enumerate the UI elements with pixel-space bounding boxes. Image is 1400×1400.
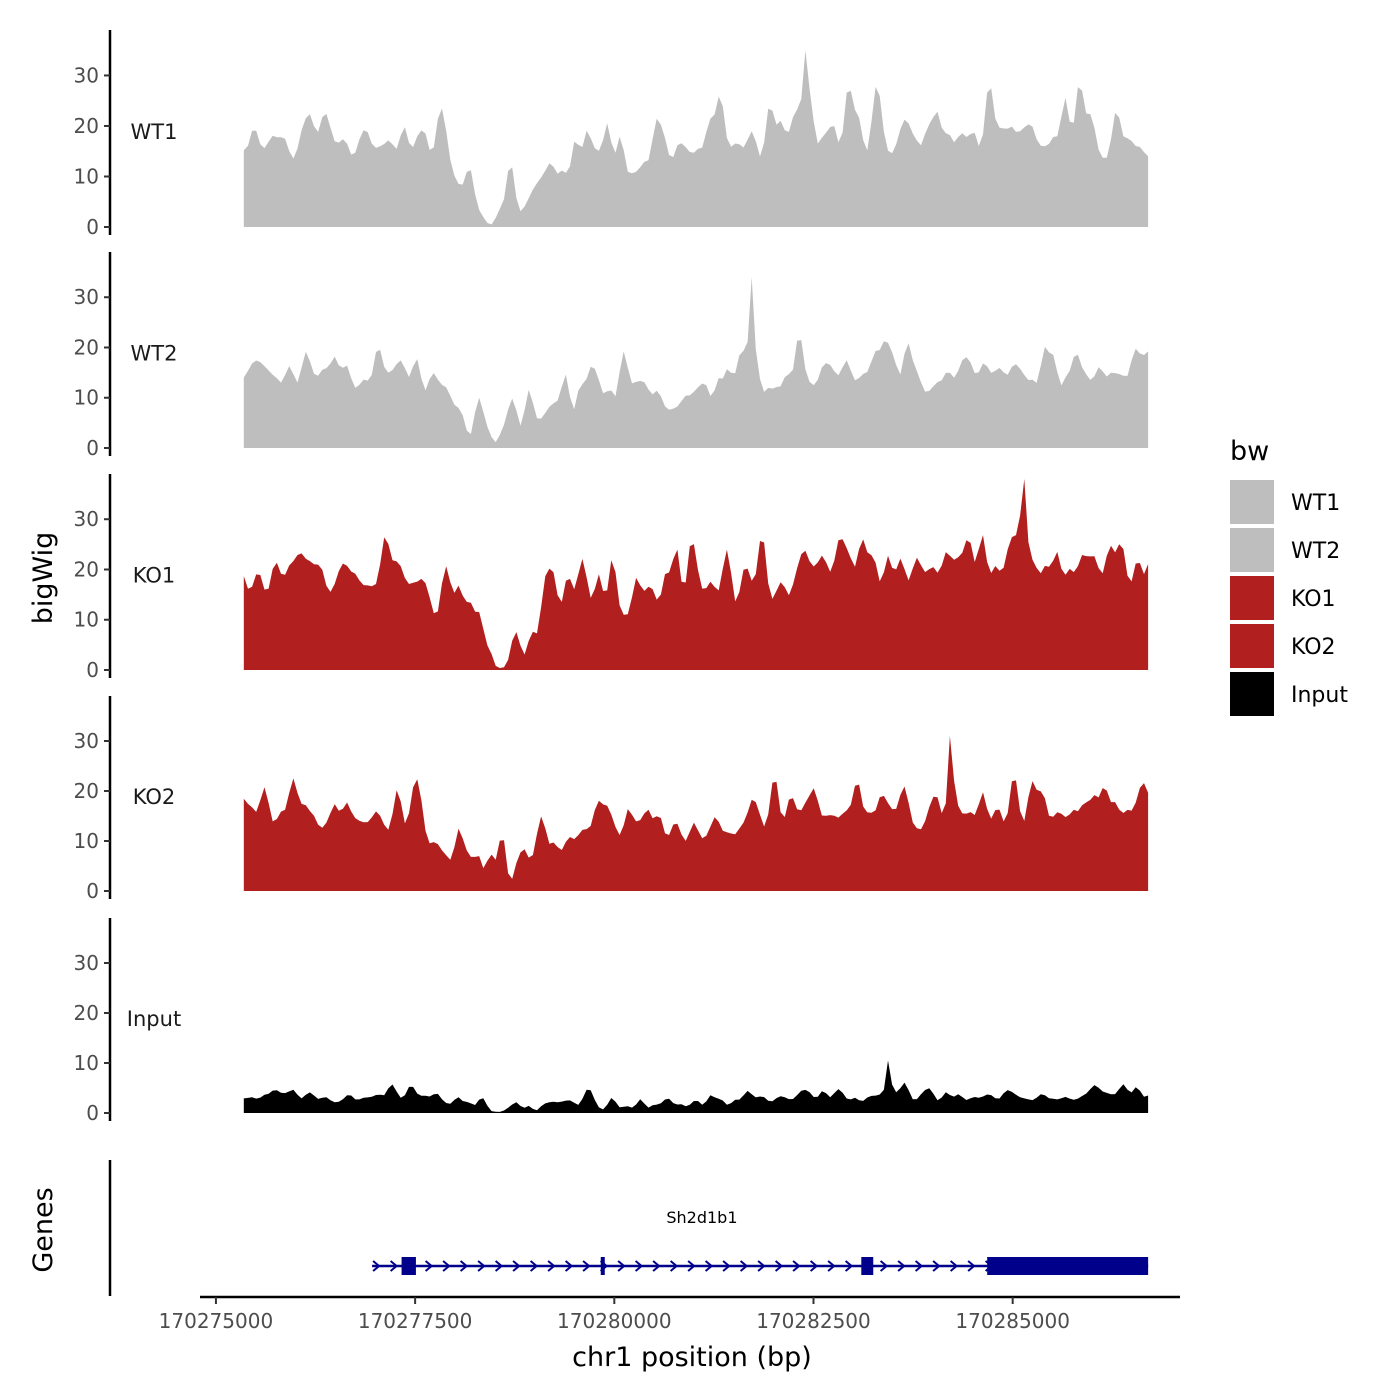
y-tick-label: 10 bbox=[74, 386, 99, 410]
area-ko1 bbox=[243, 479, 1149, 670]
area-wt2 bbox=[243, 277, 1149, 448]
y-tick-label: 30 bbox=[74, 729, 99, 753]
y-tick-label: 30 bbox=[74, 63, 99, 87]
genes-panel: Genes Sh2d1b1 bbox=[28, 1160, 1149, 1296]
legend-swatch-input bbox=[1230, 672, 1274, 716]
strand-arrow bbox=[704, 1260, 714, 1272]
x-tick-label: 170277500 bbox=[358, 1309, 473, 1333]
y-tick-label: 30 bbox=[74, 951, 99, 975]
track-label-wt1: WT1 bbox=[131, 120, 178, 144]
x-tick-label: 170282500 bbox=[756, 1309, 871, 1333]
strand-arrow bbox=[634, 1260, 644, 1272]
y-tick-label: 0 bbox=[86, 436, 99, 460]
legend-swatch-ko1 bbox=[1230, 576, 1274, 620]
strand-arrow bbox=[967, 1260, 976, 1272]
y-tick-label: 20 bbox=[74, 779, 99, 803]
strand-arrow bbox=[827, 1260, 836, 1272]
strand-arrow bbox=[389, 1260, 399, 1272]
strand-arrow bbox=[932, 1260, 941, 1272]
strand-arrow bbox=[669, 1260, 679, 1272]
bigwig-tracks: 0 10 20 30 WT1 0 10 20 30 WT2 0 10 20 30 KO1 0 10 20 30 KO2… bbox=[74, 30, 1149, 1125]
track-label-input: Input bbox=[127, 1007, 181, 1031]
track-label-ko1: KO1 bbox=[133, 563, 176, 587]
strand-arrow bbox=[809, 1260, 819, 1272]
y-tick-label: 10 bbox=[74, 1051, 99, 1075]
y-tick-label: 20 bbox=[74, 557, 99, 581]
strand-arrow bbox=[914, 1260, 924, 1272]
track-ko1: 0 10 20 30 KO1 bbox=[74, 474, 1149, 682]
y-tick-label: 10 bbox=[74, 829, 99, 853]
strand-arrow bbox=[897, 1260, 906, 1272]
x-axis-title: chr1 position (bp) bbox=[572, 1342, 812, 1373]
x-axis: 170275000 170277500 170280000 170282500 1702… bbox=[159, 1295, 1180, 1333]
legend-swatch-wt1 bbox=[1230, 480, 1274, 524]
strand-arrow bbox=[494, 1260, 504, 1272]
strand-arrow bbox=[757, 1260, 766, 1272]
track-ko2: 0 10 20 30 KO2 bbox=[74, 696, 1149, 903]
area-wt1 bbox=[243, 50, 1149, 228]
strand-arrow bbox=[582, 1260, 591, 1272]
x-tick-label: 170275000 bbox=[159, 1309, 274, 1333]
strand-arrow bbox=[617, 1260, 626, 1272]
track-wt1: 0 10 20 30 WT1 bbox=[74, 30, 1149, 239]
y-tick-label: 0 bbox=[86, 658, 99, 682]
strand-arrow bbox=[722, 1260, 731, 1272]
legend-title: bw bbox=[1230, 436, 1269, 467]
track-label-wt2: WT2 bbox=[131, 341, 178, 365]
strand-arrow bbox=[529, 1260, 539, 1272]
strand-arrow bbox=[739, 1260, 749, 1272]
legend-label-wt1: WT1 bbox=[1291, 491, 1340, 516]
legend-label-ko1: KO1 bbox=[1291, 587, 1336, 612]
strand-arrow bbox=[652, 1260, 661, 1272]
area-input bbox=[243, 1060, 1149, 1113]
gene-name: Sh2d1b1 bbox=[666, 1208, 737, 1227]
y-tick-label: 30 bbox=[74, 507, 99, 531]
strand-arrow bbox=[424, 1260, 434, 1272]
y-tick-label: 10 bbox=[74, 164, 99, 188]
area-ko2 bbox=[243, 736, 1149, 891]
track-label-ko2: KO2 bbox=[133, 785, 176, 809]
genes-title: Genes bbox=[28, 1187, 59, 1272]
strand-arrow bbox=[949, 1260, 959, 1272]
legend: bw WT1 WT2 KO1 KO2 Input bbox=[1230, 436, 1348, 716]
track-input: 0 10 20 30 Input bbox=[74, 918, 1149, 1125]
strand-arrow bbox=[844, 1260, 854, 1272]
y-tick-label: 20 bbox=[74, 1001, 99, 1025]
strand-arrow bbox=[512, 1260, 521, 1272]
strand-arrow bbox=[687, 1260, 696, 1272]
strand-arrow bbox=[459, 1260, 469, 1272]
legend-label-input: Input bbox=[1291, 683, 1348, 708]
y-tick-label: 20 bbox=[74, 335, 99, 359]
y-tick-label: 0 bbox=[86, 879, 99, 903]
exon bbox=[600, 1257, 605, 1275]
strand-arrow bbox=[372, 1260, 381, 1272]
y-tick-label: 0 bbox=[86, 1101, 99, 1125]
strand-arrow bbox=[792, 1260, 801, 1272]
y-tick-label: 20 bbox=[74, 114, 99, 138]
legend-swatch-ko2 bbox=[1230, 624, 1274, 668]
y-tick-label: 30 bbox=[74, 285, 99, 309]
strand-arrow bbox=[564, 1260, 574, 1272]
track-wt2: 0 10 20 30 WT2 bbox=[74, 252, 1149, 460]
x-tick-label: 170285000 bbox=[955, 1309, 1070, 1333]
exon bbox=[401, 1257, 416, 1275]
legend-label-ko2: KO2 bbox=[1291, 635, 1336, 660]
y-tick-label: 0 bbox=[86, 215, 99, 239]
strand-arrow bbox=[442, 1260, 451, 1272]
exon bbox=[861, 1257, 874, 1275]
legend-label-wt2: WT2 bbox=[1291, 539, 1340, 564]
y-axis-title: bigWig bbox=[28, 532, 59, 625]
strand-arrow bbox=[547, 1260, 556, 1272]
strand-arrow bbox=[879, 1260, 889, 1272]
strand-arrow bbox=[477, 1260, 486, 1272]
x-tick-label: 170280000 bbox=[557, 1309, 672, 1333]
exon bbox=[987, 1257, 1149, 1275]
strand-arrow bbox=[774, 1260, 784, 1272]
y-tick-label: 10 bbox=[74, 608, 99, 632]
legend-swatch-wt2 bbox=[1230, 528, 1274, 572]
